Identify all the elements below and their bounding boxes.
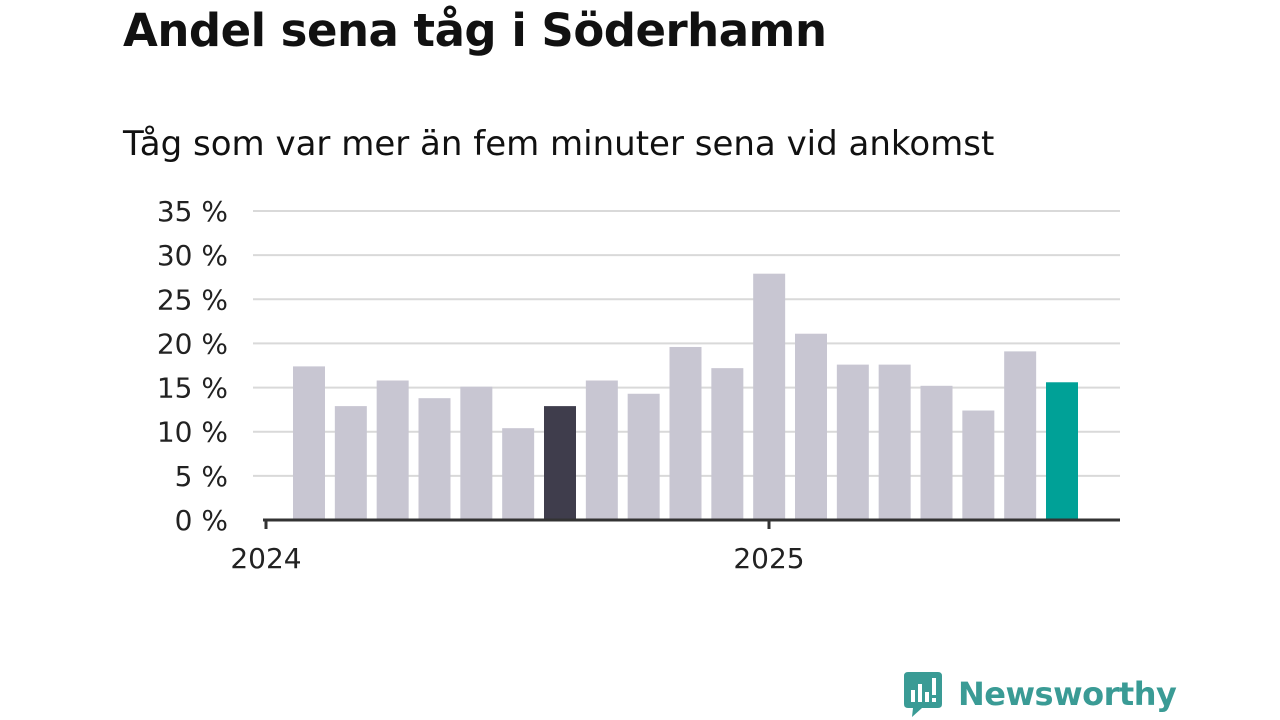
y-tick-label: 20 %: [157, 327, 228, 360]
y-tick-label: 10 %: [157, 416, 228, 449]
newsworthy-logo[interactable]: Newsworthy: [902, 670, 1177, 718]
y-tick-label: 0 %: [175, 504, 228, 537]
x-tick-label: 2025: [733, 542, 804, 575]
y-tick-label: 25 %: [157, 283, 228, 316]
bar: [795, 333, 827, 520]
bar: [711, 368, 744, 520]
tick-labels: 0 % 5 % 10 % 15 % 20 % 25 % 30 % 35 % 2024 2025: [157, 195, 805, 575]
y-tick-label: 15 %: [157, 372, 228, 405]
chart-subtitle: Tåg som var mer än fem minuter sena vid …: [123, 124, 995, 164]
bar: [753, 273, 786, 520]
bar: [418, 398, 451, 520]
bar: [334, 406, 367, 520]
bar: [878, 364, 911, 520]
newsworthy-logo-text: Newsworthy: [958, 675, 1177, 713]
chart-title: Andel sena tåg i Söderhamn: [123, 4, 827, 57]
newsworthy-logo-icon: [904, 672, 942, 717]
bar: [376, 380, 409, 520]
x-tick-label: 2024: [230, 542, 301, 575]
bars: [293, 273, 1078, 520]
bar: [836, 364, 869, 520]
bar: [627, 393, 660, 520]
bar: [544, 406, 576, 520]
y-tick-label: 35 %: [157, 195, 228, 228]
bar: [669, 346, 702, 520]
bar: [502, 428, 535, 520]
bar: [293, 366, 325, 520]
bar: [585, 380, 618, 520]
y-tick-label: 30 %: [157, 239, 228, 272]
bar: [1046, 382, 1078, 520]
bar: [962, 410, 995, 520]
bar: [460, 386, 493, 520]
bar: [920, 385, 953, 520]
y-tick-label: 5 %: [175, 460, 228, 493]
axes: [263, 518, 1120, 529]
bar: [1004, 351, 1037, 520]
